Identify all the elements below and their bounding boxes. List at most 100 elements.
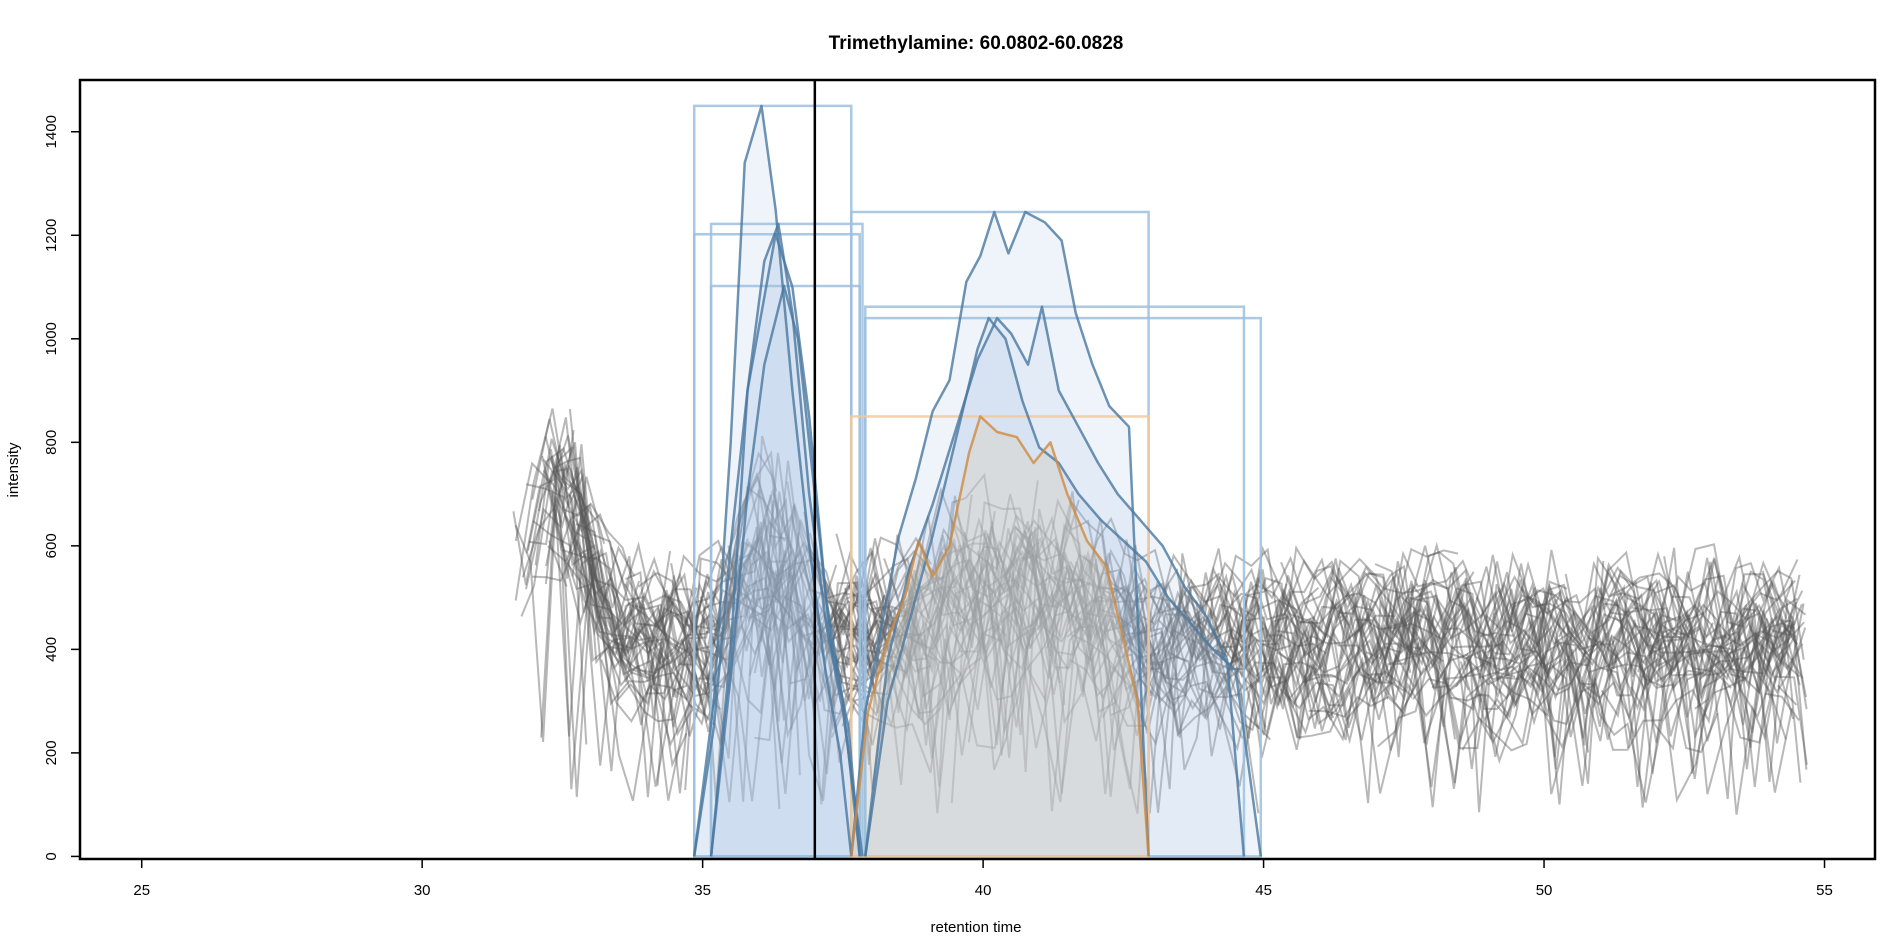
- x-tick-label: 35: [694, 882, 711, 899]
- background-trace: [1599, 556, 1793, 660]
- background-trace: [1005, 527, 1798, 748]
- background-trace: [1203, 597, 1576, 770]
- background-trace: [616, 526, 1470, 751]
- background-trace: [1640, 547, 1799, 774]
- background-trace: [1267, 634, 1327, 655]
- background-trace: [1260, 545, 1682, 746]
- background-trace: [1235, 613, 1406, 718]
- background-trace: [1740, 580, 1796, 619]
- background-trace: [748, 564, 1062, 785]
- background-trace: [528, 445, 663, 650]
- background-trace: [840, 554, 1034, 631]
- background-trace: [1630, 638, 1744, 740]
- peak-lines: [692, 104, 1263, 857]
- background-traces: [512, 408, 1808, 815]
- background-trace: [1564, 573, 1620, 659]
- background-trace: [542, 458, 588, 745]
- peak-box-4: [709, 284, 861, 858]
- peak-fill-3: [694, 234, 860, 857]
- background-trace: [1586, 631, 1801, 803]
- background-trace: [1276, 596, 1794, 744]
- plot-frame: [78, 78, 1877, 861]
- background-trace: [610, 482, 768, 632]
- background-trace: [967, 597, 1272, 743]
- background-trace: [1377, 682, 1444, 748]
- background-trace: [1360, 613, 1412, 686]
- y-tick-label: 600: [43, 533, 60, 558]
- background-trace: [1641, 629, 1720, 693]
- background-trace: [1195, 600, 1260, 814]
- background-trace: [1121, 544, 1350, 790]
- background-trace: [569, 518, 785, 721]
- background-trace: [724, 435, 778, 802]
- background-trace: [625, 519, 786, 718]
- background-trace: [1519, 614, 1801, 739]
- background-trace: [1606, 607, 1783, 677]
- background-trace: [846, 565, 1446, 812]
- peak-box-8: [850, 415, 1150, 858]
- background-trace: [1248, 574, 1794, 736]
- background-trace: [532, 538, 716, 802]
- background-trace: [1217, 627, 1550, 758]
- background-trace: [757, 571, 806, 644]
- background-trace: [948, 539, 1331, 795]
- peak-fill-1: [694, 105, 852, 857]
- background-trace: [1266, 586, 1665, 788]
- background-trace: [1475, 596, 1798, 788]
- background-trace: [753, 577, 1034, 739]
- background-trace: [860, 623, 876, 694]
- background-trace: [1531, 656, 1547, 680]
- background-trace: [908, 515, 1159, 630]
- peak-fill-8: [851, 416, 1149, 857]
- background-trace: [544, 466, 810, 801]
- x-axis-label: retention time: [931, 919, 1022, 936]
- background-trace: [1464, 577, 1529, 813]
- background-trace: [809, 491, 1135, 787]
- background-trace: [1600, 619, 1808, 774]
- background-trace: [964, 516, 1297, 758]
- background-trace: [532, 520, 1200, 709]
- peak-line-6: [864, 305, 1246, 857]
- background-trace: [1518, 558, 1804, 795]
- background-trace: [1619, 603, 1791, 680]
- peak-fill-5: [851, 212, 1149, 857]
- background-trace: [1308, 646, 1808, 808]
- y-tick-label: 200: [43, 740, 60, 765]
- background-trace: [1123, 567, 1304, 636]
- peak-line-3: [692, 232, 861, 857]
- peak-fills: [694, 105, 1261, 857]
- background-trace: [1671, 559, 1799, 663]
- background-trace: [1500, 610, 1609, 708]
- background-trace: [544, 436, 672, 645]
- x-tick-label: 30: [414, 882, 431, 899]
- background-trace: [1157, 615, 1348, 751]
- background-trace: [1431, 640, 1653, 738]
- peak-line-1: [692, 104, 853, 857]
- peak-line-7: [864, 316, 1263, 857]
- background-trace: [654, 460, 878, 647]
- background-trace: [1761, 570, 1783, 643]
- background-trace: [571, 476, 606, 577]
- background-trace: [525, 475, 801, 776]
- background-trace: [1054, 549, 1149, 648]
- background-trace: [1610, 557, 1794, 646]
- background-trace: [571, 506, 591, 544]
- background-trace: [512, 445, 698, 655]
- peak-line-5: [850, 210, 1150, 857]
- background-trace: [1099, 550, 1770, 770]
- background-trace: [1082, 594, 1310, 790]
- background-trace: [1337, 566, 1772, 669]
- background-trace: [520, 467, 1091, 695]
- background-trace: [1308, 599, 1631, 758]
- background-trace: [918, 550, 1483, 784]
- background-trace: [624, 547, 781, 810]
- background-trace: [521, 488, 903, 737]
- background-trace: [1459, 656, 1719, 754]
- background-trace: [1066, 611, 1294, 814]
- background-trace: [1110, 638, 1401, 737]
- background-trace: [798, 536, 1219, 814]
- background-trace: [1400, 541, 1452, 614]
- background-trace: [1558, 569, 1805, 808]
- background-trace: [1455, 647, 1564, 716]
- background-trace: [1019, 542, 1085, 631]
